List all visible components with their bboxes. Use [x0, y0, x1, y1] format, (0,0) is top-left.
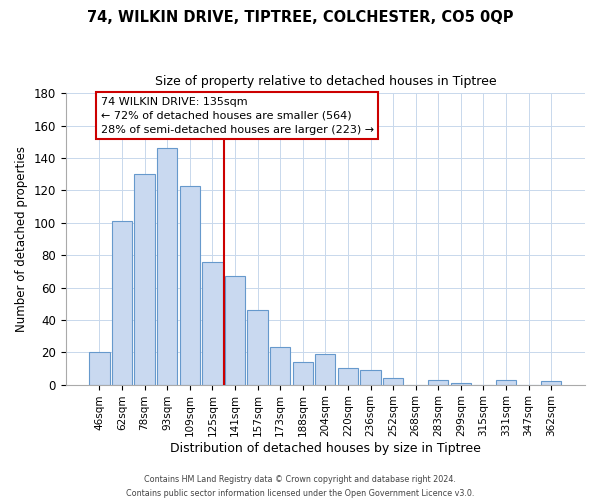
Bar [134, 174, 155, 384]
Bar [112, 221, 132, 384]
Text: 74 WILKIN DRIVE: 135sqm
← 72% of detached houses are smaller (564)
28% of semi-d: 74 WILKIN DRIVE: 135sqm ← 72% of detache… [101, 96, 374, 134]
Bar [293, 362, 313, 384]
Bar [338, 368, 358, 384]
X-axis label: Distribution of detached houses by size in Tiptree: Distribution of detached houses by size … [170, 442, 481, 455]
Bar [383, 378, 403, 384]
Text: Contains HM Land Registry data © Crown copyright and database right 2024.
Contai: Contains HM Land Registry data © Crown c… [126, 476, 474, 498]
Bar [315, 354, 335, 384]
Bar [270, 348, 290, 385]
Bar [225, 276, 245, 384]
Bar [202, 262, 223, 384]
Title: Size of property relative to detached houses in Tiptree: Size of property relative to detached ho… [155, 75, 496, 88]
Bar [451, 383, 471, 384]
Bar [89, 352, 110, 384]
Text: 74, WILKIN DRIVE, TIPTREE, COLCHESTER, CO5 0QP: 74, WILKIN DRIVE, TIPTREE, COLCHESTER, C… [87, 10, 513, 25]
Bar [157, 148, 178, 384]
Bar [179, 186, 200, 384]
Bar [428, 380, 448, 384]
Bar [496, 380, 516, 384]
Bar [361, 370, 380, 384]
Bar [247, 310, 268, 384]
Bar [541, 382, 562, 384]
Y-axis label: Number of detached properties: Number of detached properties [15, 146, 28, 332]
